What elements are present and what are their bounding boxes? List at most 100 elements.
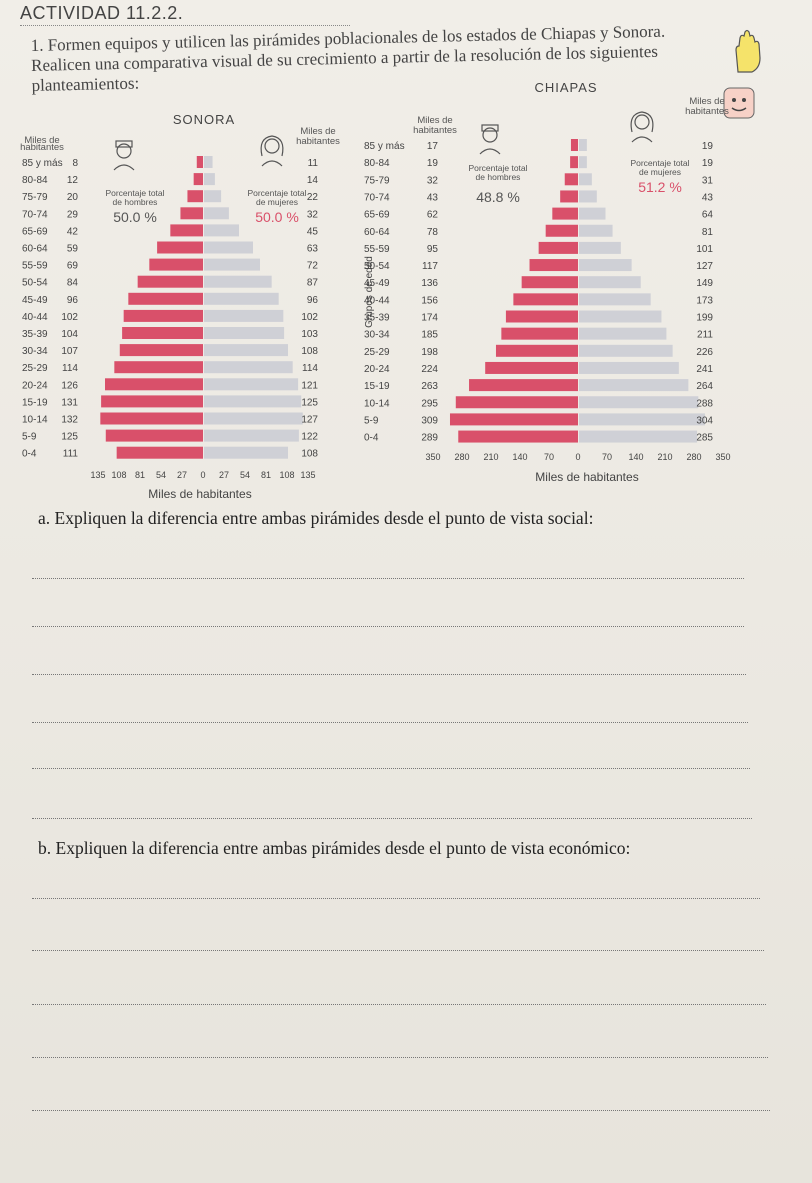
sonora-unit-left-1: Miles de <box>24 135 59 146</box>
chiapas-women-value: 241 <box>696 364 713 375</box>
chiapas-bar-men <box>455 396 578 409</box>
answer-line-a4[interactable] <box>32 722 748 723</box>
chiapas-bar-men <box>469 379 578 392</box>
chiapas-woman-icon <box>630 111 654 143</box>
chiapas-bar-women <box>579 293 651 306</box>
sonora-women-value: 72 <box>307 261 319 272</box>
sonora-bar-women <box>204 446 288 459</box>
chiapas-men-value: 224 <box>421 364 438 375</box>
chiapas-bar-men <box>560 190 578 203</box>
sonora-age-label: 85 y más <box>22 158 63 169</box>
chiapas-women-value: 64 <box>702 210 714 221</box>
chiapas-tick-label: 70 <box>602 452 612 462</box>
answer-line-a6[interactable] <box>32 818 752 819</box>
chiapas-women-value: 101 <box>696 244 713 255</box>
sonora-men-label-1: Porcentaje total <box>105 188 164 198</box>
chiapas-bar-men <box>458 430 578 443</box>
chiapas-men-value: 174 <box>421 313 438 324</box>
chiapas-age-label: 45-49 <box>364 278 390 289</box>
chiapas-bar-men <box>545 224 578 237</box>
sonora-women-value: 32 <box>307 209 319 220</box>
sonora-women-value: 14 <box>307 175 319 186</box>
answer-line-a5[interactable] <box>32 768 750 769</box>
chiapas-women-label-2: de mujeres <box>639 167 681 177</box>
sonora-women-value: 127 <box>301 415 318 426</box>
chiapas-tick-label: 0 <box>575 452 580 462</box>
answer-line-b4[interactable] <box>32 1057 768 1058</box>
chiapas-bar-women <box>579 190 597 203</box>
sonora-bar-men <box>122 327 203 339</box>
chiapas-women-value: 304 <box>696 415 713 426</box>
sonora-women-value: 103 <box>301 329 318 340</box>
answer-line-a1[interactable] <box>32 578 744 579</box>
sonora-men-value: 59 <box>67 244 79 255</box>
sonora-bar-men <box>187 190 203 203</box>
sonora-men-value: 131 <box>61 397 78 408</box>
sonora-bar-women <box>204 412 303 425</box>
chiapas-women-value: 226 <box>696 347 713 358</box>
sonora-bar-men <box>170 224 203 237</box>
answer-line-a3[interactable] <box>32 674 746 675</box>
chiapas-men-value: 117 <box>422 261 438 272</box>
chiapas-women-value: 285 <box>696 433 713 444</box>
sonora-age-label: 20-24 <box>22 380 48 391</box>
sonora-age-label: 60-64 <box>22 244 48 255</box>
chiapas-bar-women <box>579 241 621 254</box>
sonora-men-value: 12 <box>67 175 79 186</box>
sonora-woman-icon <box>260 135 284 167</box>
chiapas-age-label: 5-9 <box>364 415 379 426</box>
sonora-tick-label: 54 <box>240 470 250 480</box>
sonora-bar-men <box>137 275 203 288</box>
sonora-men-value: 20 <box>67 192 79 203</box>
sonora-title: SONORA <box>173 112 235 127</box>
chiapas-men-value: 19 <box>427 158 439 169</box>
sonora-tick-label: 108 <box>111 470 126 480</box>
chiapas-unit-left-1: Miles de <box>417 115 452 126</box>
sonora-bar-women <box>204 258 260 271</box>
chiapas-age-label: 0-4 <box>364 433 379 444</box>
sonora-bar-women <box>204 173 215 186</box>
sonora-tick-label: 135 <box>300 470 315 480</box>
sonora-bar-women <box>204 275 272 288</box>
sonora-men-value: 111 <box>63 449 79 460</box>
sonora-bar-women <box>204 224 239 237</box>
sonora-bar-women <box>204 190 222 203</box>
chiapas-age-label: 20-24 <box>364 364 390 375</box>
answer-line-b1[interactable] <box>32 898 760 899</box>
chiapas-women-value: 43 <box>702 192 714 203</box>
sonora-bar-women <box>204 327 285 339</box>
sonora-bar-women <box>204 344 288 357</box>
sonora-bar-men <box>105 378 203 391</box>
sonora-tick-label: 81 <box>135 470 145 480</box>
chiapas-men-value: 62 <box>427 210 439 221</box>
chiapas-men-value: 289 <box>421 433 438 444</box>
chiapas-bar-men <box>552 207 578 220</box>
chiapas-bar-women <box>579 310 662 323</box>
answer-line-a2[interactable] <box>32 626 744 627</box>
sonora-men-value: 84 <box>67 278 79 289</box>
chiapas-women-pct: 51.2 % <box>638 179 682 195</box>
chiapas-bar-men <box>529 259 578 272</box>
answer-line-b2[interactable] <box>32 950 764 951</box>
chiapas-tick-label: 70 <box>544 452 554 462</box>
sonora-women-value: 108 <box>301 449 318 460</box>
sonora-women-pct: 50.0 % <box>255 209 299 225</box>
chiapas-bar-women <box>579 379 689 392</box>
answer-line-b5[interactable] <box>32 1110 770 1111</box>
sonora-bar-men <box>123 309 203 322</box>
chiapas-bar-men <box>564 173 578 186</box>
chiapas-men-value: 95 <box>427 244 439 255</box>
chiapas-man-icon <box>479 124 501 155</box>
chiapas-women-label-1: Porcentaje total <box>630 158 689 168</box>
question-b: b. Expliquen la diferencia entre ambas p… <box>38 838 631 858</box>
chiapas-age-label: 75-79 <box>364 175 390 186</box>
chiapas-bar-women <box>579 139 587 151</box>
sonora-men-value: 132 <box>61 415 78 426</box>
chiapas-age-label: 15-19 <box>364 381 390 392</box>
chiapas-men-label-2: de hombres <box>476 172 521 182</box>
chiapas-women-value: 127 <box>696 261 713 272</box>
chiapas-women-value: 199 <box>696 313 713 324</box>
sonora-bar-women <box>204 395 302 408</box>
answer-line-b3[interactable] <box>32 1004 766 1005</box>
